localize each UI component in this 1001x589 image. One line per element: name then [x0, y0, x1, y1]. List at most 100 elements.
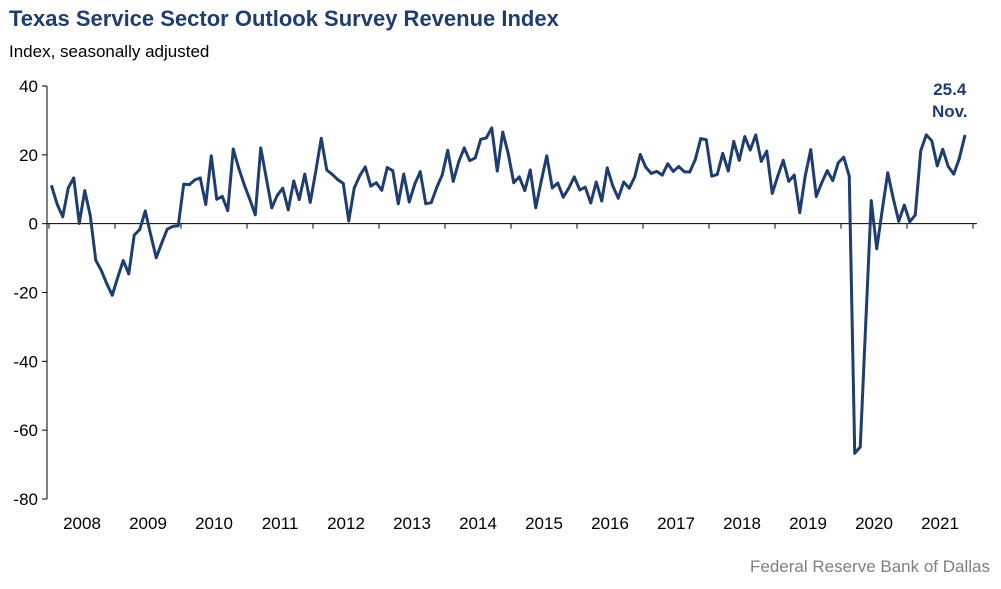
data-point [424, 202, 428, 206]
data-point [842, 155, 846, 159]
data-point [627, 186, 631, 190]
y-tick-label: 40 [19, 77, 38, 96]
data-point [319, 136, 323, 140]
data-point [655, 169, 659, 173]
data-point [638, 153, 642, 156]
data-point [380, 188, 384, 192]
data-point [402, 172, 406, 176]
data-point [523, 189, 527, 193]
data-point [759, 159, 763, 163]
data-point [490, 126, 494, 130]
data-point [578, 188, 582, 192]
data-point [963, 134, 967, 138]
data-point [776, 174, 780, 178]
data-point [853, 451, 857, 455]
y-tick-label: 0 [29, 215, 38, 234]
data-point [583, 185, 587, 189]
data-point [913, 213, 917, 217]
latest-value-label: 25.4 [933, 80, 967, 99]
data-point [281, 186, 285, 190]
data-point [325, 168, 329, 172]
data-point [396, 202, 400, 206]
y-axis: -80 -60 -40 -20 0 20 40 [13, 77, 48, 509]
x-tick-label: 2012 [327, 514, 365, 533]
data-point [633, 175, 637, 179]
chart-subtitle: Index, seasonally adjusted [9, 42, 210, 61]
data-point [237, 166, 241, 170]
data-point [743, 135, 747, 138]
data-point [941, 147, 945, 151]
data-point [182, 182, 186, 186]
data-point [820, 181, 824, 185]
data-point [204, 202, 208, 206]
data-point [270, 206, 274, 210]
data-point [407, 200, 411, 204]
data-point [737, 158, 741, 162]
data-point [754, 133, 758, 137]
data-point [622, 180, 626, 184]
data-point [451, 179, 455, 183]
series-line [50, 126, 967, 455]
x-tick-label: 2018 [723, 514, 761, 533]
data-point [930, 139, 934, 143]
data-point [259, 146, 263, 150]
data-point [286, 208, 290, 212]
data-point [242, 183, 246, 187]
data-point [429, 201, 433, 205]
data-point [545, 154, 549, 158]
x-tick-label: 2011 [262, 514, 299, 533]
data-point [193, 178, 197, 182]
x-tick-label: 2010 [195, 514, 233, 533]
data-point [391, 169, 395, 173]
data-point [473, 156, 477, 160]
data-point [875, 247, 879, 251]
data-point [550, 186, 554, 190]
data-point [484, 136, 488, 140]
data-point [561, 195, 565, 199]
data-point [616, 196, 620, 200]
data-point [891, 197, 895, 200]
data-point [171, 225, 175, 228]
data-point [946, 165, 950, 168]
data-point [836, 161, 840, 165]
data-point [902, 203, 906, 207]
data-point [528, 168, 532, 172]
data-point [825, 169, 829, 173]
y-tick-label: -40 [13, 352, 38, 371]
data-point [809, 148, 813, 152]
data-point [924, 133, 928, 137]
data-point [72, 176, 76, 180]
data-point [440, 173, 444, 177]
data-point [77, 221, 81, 225]
data-point [935, 164, 939, 168]
data-point [919, 149, 923, 153]
data-point [132, 233, 136, 237]
data-point [94, 258, 98, 262]
series-layer [50, 126, 967, 455]
data-point [479, 137, 483, 141]
data-point [567, 186, 571, 190]
y-tick-label: 20 [19, 146, 38, 165]
data-point [600, 199, 604, 203]
data-point [83, 189, 87, 193]
data-point [715, 173, 719, 176]
data-point [770, 191, 774, 195]
data-point [512, 181, 516, 185]
data-point [858, 445, 862, 449]
data-point [710, 174, 714, 178]
data-point [517, 175, 521, 179]
data-point [336, 178, 340, 182]
data-point [886, 171, 890, 175]
data-point [198, 176, 202, 180]
data-point [594, 180, 598, 184]
data-point [814, 195, 818, 198]
data-point [864, 321, 868, 325]
data-point [748, 148, 752, 152]
data-point [556, 181, 560, 185]
data-point [501, 130, 505, 134]
data-point [264, 176, 268, 180]
data-point [66, 186, 70, 190]
data-point [721, 152, 725, 155]
data-point [418, 170, 422, 174]
